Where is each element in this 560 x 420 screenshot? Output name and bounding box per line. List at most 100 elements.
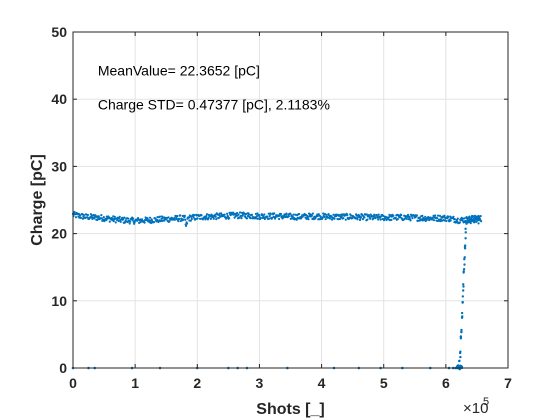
data-point	[291, 215, 294, 218]
data-point	[269, 213, 272, 216]
data-point	[298, 212, 301, 216]
data-point	[385, 218, 388, 222]
data-point	[342, 217, 345, 220]
data-point	[220, 212, 223, 215]
ramp-point	[461, 300, 464, 304]
data-point	[86, 216, 89, 219]
data-point	[452, 215, 455, 218]
data-point	[394, 216, 397, 220]
data-point	[406, 213, 410, 216]
data-point	[268, 214, 271, 218]
y-tick-label: 10	[51, 293, 67, 309]
data-point	[143, 221, 146, 224]
data-point	[212, 217, 215, 220]
x-tick-label: 5	[380, 375, 388, 391]
ramp-point	[463, 263, 466, 266]
data-point	[178, 217, 181, 221]
x-axis-label: Shots [_]	[256, 401, 324, 418]
axes-box	[72, 31, 509, 369]
data-point	[374, 216, 377, 219]
ramp-point	[463, 256, 466, 259]
data-point	[471, 215, 474, 218]
data-point	[127, 217, 130, 220]
data-point	[439, 218, 443, 221]
data-point	[258, 215, 261, 218]
data-point	[250, 213, 254, 216]
data-point	[333, 217, 336, 220]
data-point	[396, 217, 399, 221]
data-point	[114, 221, 117, 224]
data-point	[373, 213, 376, 216]
grid-layer	[73, 32, 508, 368]
data-point	[377, 218, 380, 221]
ramp-point	[465, 222, 468, 225]
data-point	[123, 216, 126, 219]
data-point	[129, 220, 132, 223]
data-point	[238, 211, 242, 214]
ramp-point	[462, 283, 465, 286]
data-point	[324, 217, 327, 221]
data-point	[424, 215, 427, 218]
ramp-point	[460, 316, 464, 320]
data-point	[323, 215, 326, 219]
data-point	[152, 220, 156, 224]
ramp-point	[464, 237, 467, 240]
annotation-charge-std: Charge STD= 0.47377 [pC], 2.1183%	[98, 96, 330, 112]
data-point	[476, 218, 479, 221]
data-point	[183, 214, 186, 217]
data-point	[453, 218, 457, 221]
data-point	[189, 219, 192, 222]
data-point	[400, 214, 403, 217]
data-point	[438, 214, 442, 217]
data-point	[428, 218, 431, 221]
data-point	[192, 216, 195, 219]
y-tick-label: 40	[51, 91, 67, 107]
data-point	[356, 218, 359, 221]
data-point	[325, 213, 328, 216]
data-point	[470, 219, 473, 223]
ramp-point	[462, 270, 465, 273]
data-point	[292, 213, 295, 216]
data-point	[119, 220, 122, 223]
ramp-point	[464, 231, 467, 234]
data-point	[223, 213, 226, 216]
data-point	[198, 217, 202, 220]
y-axis-label: Charge [pC]	[29, 154, 46, 246]
data-point	[368, 215, 371, 218]
data-point	[285, 212, 288, 215]
data-point	[263, 213, 266, 216]
data-point	[392, 214, 395, 217]
data-point	[469, 222, 472, 225]
data-point	[74, 216, 78, 219]
data-point	[332, 213, 335, 216]
data-point	[112, 219, 115, 223]
tick-layer: 0 1 2 3 4 5 6 7 0 10 20 30 40 50	[51, 24, 512, 391]
data-point	[184, 218, 187, 221]
data-point	[421, 214, 424, 217]
data-point	[247, 213, 251, 216]
data-point	[279, 212, 283, 216]
data-point	[193, 214, 196, 217]
x-exponent-base: ×10	[463, 400, 488, 417]
data-point	[480, 220, 483, 223]
data-point	[268, 217, 271, 220]
data-point	[277, 217, 281, 221]
data-point	[82, 214, 86, 217]
data-point	[479, 214, 482, 218]
ramp-point	[458, 359, 461, 363]
data-point	[287, 215, 290, 218]
data-point	[379, 218, 382, 221]
data-point	[344, 218, 347, 221]
data-point	[209, 217, 212, 220]
y-tick-label: 30	[51, 158, 67, 174]
data-point	[361, 218, 365, 221]
ramp-point	[463, 258, 466, 261]
x-tick-label: 2	[193, 375, 201, 391]
data-point	[190, 217, 193, 221]
x-tick-label: 7	[504, 375, 512, 391]
data-point	[390, 218, 393, 221]
data-point	[359, 216, 363, 219]
data-point	[214, 213, 217, 216]
data-point	[449, 219, 452, 222]
data-point	[108, 220, 111, 223]
